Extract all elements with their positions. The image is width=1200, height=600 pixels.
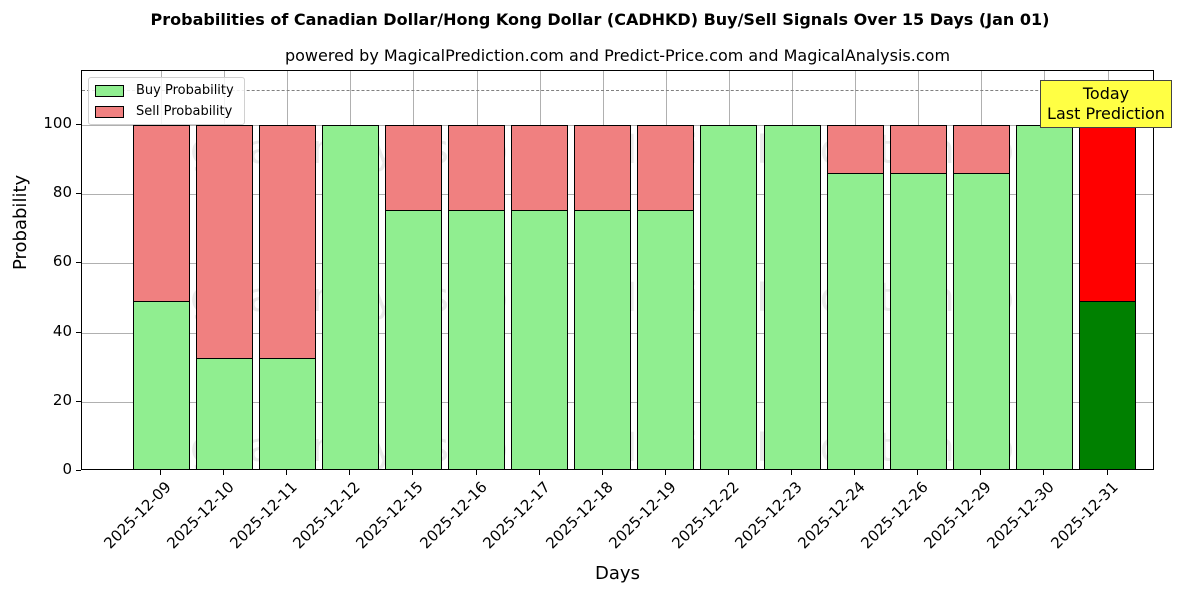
annotation-line-2: Last Prediction xyxy=(1047,104,1165,123)
bar-buy xyxy=(258,357,316,469)
x-tick-mark xyxy=(1106,470,1108,475)
x-tick-mark xyxy=(475,470,477,475)
bar-buy xyxy=(195,357,253,469)
bar-sell xyxy=(132,125,190,303)
bar-buy xyxy=(511,210,569,469)
legend-label-sell: Sell Probability xyxy=(136,104,233,119)
bar-buy xyxy=(1079,301,1136,469)
bar-buy xyxy=(384,210,442,469)
y-tick-mark xyxy=(76,193,81,195)
y-tick-mark xyxy=(76,400,81,402)
x-tick-mark xyxy=(160,470,161,475)
y-tick-mark xyxy=(76,262,81,264)
y-axis-label: Probability xyxy=(10,174,31,270)
bar-sell xyxy=(384,125,442,212)
x-tick-mark xyxy=(412,470,414,475)
annotation-line-1: Today xyxy=(1082,84,1130,103)
bar-sell xyxy=(195,125,253,359)
bar-buy xyxy=(952,173,1010,469)
x-tick-mark xyxy=(664,470,666,475)
bar-buy xyxy=(574,210,632,469)
x-tick-mark xyxy=(286,470,288,475)
x-tick-mark xyxy=(349,470,351,475)
x-tick-mark xyxy=(538,470,540,475)
bar-sell xyxy=(511,125,569,212)
x-tick-mark xyxy=(1043,470,1045,475)
bar-sell xyxy=(889,125,947,175)
today-annotation: Today Last Prediction xyxy=(1040,80,1172,128)
y-tick-mark xyxy=(76,331,81,333)
x-tick-mark xyxy=(223,470,225,475)
bar-sell xyxy=(952,125,1010,175)
plot-area: MagicalAnalysis.comMagicalPrediction.com… xyxy=(81,70,1154,470)
sell-swatch xyxy=(95,105,124,118)
bar-sell xyxy=(637,125,695,212)
bar-sell xyxy=(1079,125,1136,303)
y-tick-label: 0 xyxy=(62,460,72,478)
bar-buy xyxy=(889,173,947,469)
bar-buy xyxy=(1015,125,1073,469)
bar-buy xyxy=(700,125,758,469)
x-axis-label: Days xyxy=(595,563,640,584)
legend-label-buy: Buy Probability xyxy=(136,83,234,98)
legend: Buy Probability Sell Probability xyxy=(88,77,245,125)
y-tick-label: 80 xyxy=(52,183,72,202)
y-tick-label: 100 xyxy=(43,114,72,132)
y-tick-label: 40 xyxy=(52,321,72,340)
bar-buy xyxy=(321,125,379,469)
bar-sell xyxy=(258,125,316,359)
legend-item-buy: Buy Probability xyxy=(95,83,234,98)
bar-buy xyxy=(763,125,821,469)
y-tick-label: 60 xyxy=(52,252,72,271)
x-tick-mark xyxy=(791,470,792,475)
x-tick-mark xyxy=(727,470,729,475)
bar-sell xyxy=(574,125,632,212)
x-tick-mark xyxy=(980,470,982,475)
bar-sell xyxy=(448,125,505,212)
bar-sell xyxy=(826,125,884,175)
x-tick-mark xyxy=(601,470,603,475)
legend-item-sell: Sell Probability xyxy=(95,104,232,119)
y-tick-label: 20 xyxy=(52,390,72,409)
bar-buy xyxy=(448,210,505,469)
chart-title: Probabilities of Canadian Dollar/Hong Ko… xyxy=(150,10,1050,29)
y-tick-mark xyxy=(76,124,81,125)
bar-buy xyxy=(132,301,190,469)
chart-subtitle: powered by MagicalPrediction.com and Pre… xyxy=(284,46,951,65)
y-tick-mark xyxy=(76,470,81,471)
buy-swatch xyxy=(95,84,124,97)
x-tick-mark xyxy=(917,470,919,475)
bar-buy xyxy=(826,173,884,469)
x-tick-mark xyxy=(854,470,856,475)
bar-buy xyxy=(637,210,695,469)
reference-line xyxy=(82,90,1153,92)
